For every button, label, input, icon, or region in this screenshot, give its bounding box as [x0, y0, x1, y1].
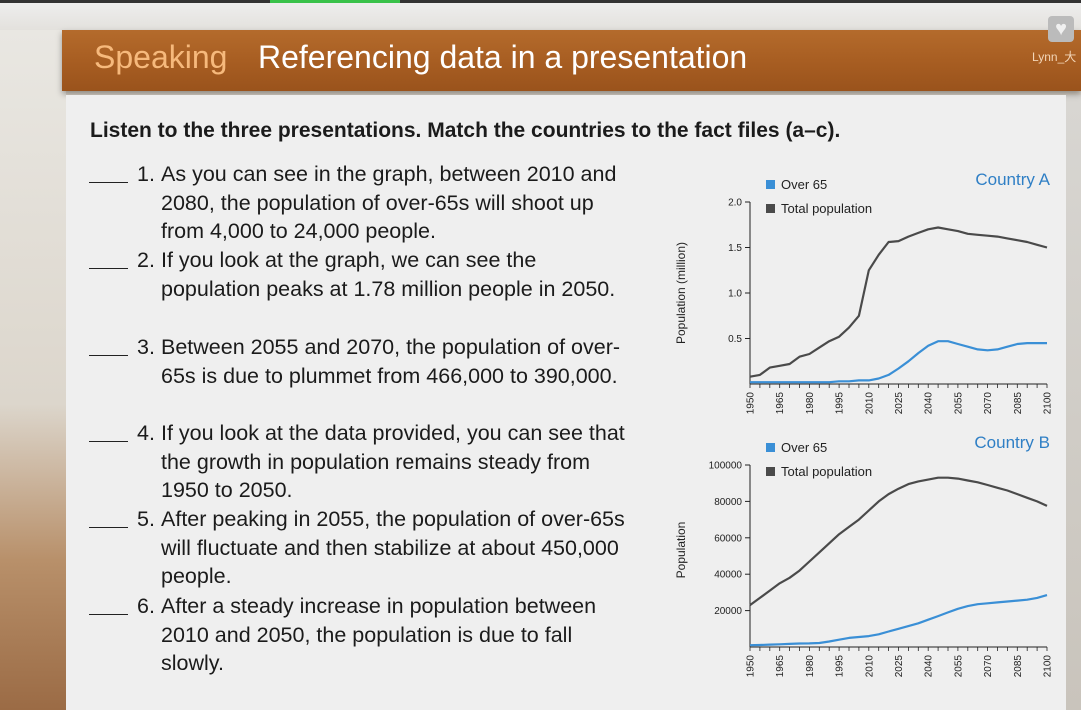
legend-label: Over 65 — [781, 440, 827, 455]
slide-title: Referencing data in a presentation — [258, 39, 748, 75]
x-tick-label: 2070 — [983, 392, 994, 415]
background-room-right — [1066, 95, 1081, 710]
chart-title: Country B — [974, 433, 1050, 452]
x-tick-label: 2055 — [953, 392, 964, 415]
y-tick-label: 40000 — [714, 570, 742, 581]
y-axis-label: Population — [674, 522, 688, 579]
y-tick-label: 1.0 — [728, 289, 742, 300]
y-tick-label: 100000 — [709, 461, 743, 472]
x-tick-label: 1995 — [835, 655, 846, 678]
section-label: Speaking — [94, 39, 228, 75]
statement-text: As you can see in the graph, between 201… — [161, 162, 617, 243]
answer-blank[interactable] — [89, 527, 128, 528]
x-tick-label: 2025 — [894, 655, 905, 678]
y-tick-label: 0.5 — [728, 334, 742, 345]
statement-text: After peaking in 2055, the population of… — [161, 507, 625, 588]
statement-text: Between 2055 and 2070, the population of… — [161, 335, 621, 388]
legend-label: Total population — [781, 464, 872, 479]
y-tick-label: 20000 — [714, 606, 742, 617]
y-tick-label: 60000 — [714, 533, 742, 544]
line-chart: Country B 100000 80000 60000 40000 20000 Popul… — [674, 433, 1054, 677]
x-tick-label: 2100 — [1043, 392, 1054, 415]
statement-number: 6. — [137, 594, 155, 618]
series-line — [749, 594, 1048, 647]
x-tick-label: 1950 — [746, 655, 757, 678]
legend-swatch — [766, 443, 775, 452]
x-tick-label: 2100 — [1043, 655, 1054, 678]
series-line — [749, 226, 1048, 378]
legend-label: Over 65 — [781, 177, 827, 192]
line-chart: Country A 2.0 1.5 1.0 0.5 Population (million… — [674, 170, 1054, 414]
x-tick-label: 1980 — [805, 392, 816, 415]
x-tick-label: 2040 — [924, 392, 935, 415]
x-tick-label: 1965 — [775, 655, 786, 678]
y-tick-label: 2.0 — [728, 198, 742, 209]
title-banner: Speaking Referencing data in a presentat… — [62, 16, 1081, 91]
x-tick-label: 2040 — [924, 655, 935, 678]
statement-text: If you look at the graph, we can see the… — [161, 248, 616, 301]
heart-icon[interactable]: ♥ — [1048, 16, 1074, 42]
window-top-strip — [0, 0, 1081, 30]
x-tick-label: 2055 — [953, 655, 964, 678]
legend-swatch — [766, 180, 775, 189]
legend-label: Total population — [781, 201, 872, 216]
statement-number: 5. — [137, 507, 155, 531]
y-tick-label: 1.5 — [728, 243, 742, 254]
top-progress-track — [0, 0, 1081, 3]
x-tick-label: 2085 — [1013, 655, 1024, 678]
series-line — [749, 476, 1048, 606]
statement-number: 1. — [137, 162, 155, 186]
user-watermark: Lynn_大 — [1032, 50, 1077, 64]
slide-panel: Listen to the three presentations. Match… — [66, 95, 1066, 710]
x-tick-label: 1950 — [746, 392, 757, 415]
statement-number: 3. — [137, 335, 155, 359]
x-tick-label: 2070 — [983, 655, 994, 678]
statement-text: If you look at the data provided, you ca… — [161, 421, 625, 502]
answer-blank[interactable] — [89, 355, 128, 356]
x-tick-label: 2025 — [894, 392, 905, 415]
top-progress-indicator — [270, 0, 400, 3]
background-room-left — [0, 30, 66, 710]
x-tick-label: 1980 — [805, 655, 816, 678]
answer-blank[interactable] — [89, 182, 128, 183]
chart-title: Country A — [975, 170, 1050, 189]
statement-number: 2. — [137, 248, 155, 272]
answer-blank[interactable] — [89, 441, 128, 442]
y-tick-label: 80000 — [714, 497, 742, 508]
statement-text: After a steady increase in population be… — [161, 594, 597, 675]
legend-swatch — [766, 467, 775, 476]
x-tick-label: 1965 — [775, 392, 786, 415]
series-line — [750, 340, 1047, 384]
y-axis-label: Population (million) — [674, 242, 688, 344]
x-tick-label: 2085 — [1013, 392, 1024, 415]
x-tick-label: 1995 — [835, 392, 846, 415]
statement-number: 4. — [137, 421, 155, 445]
answer-blank[interactable] — [89, 614, 128, 615]
x-tick-label: 2010 — [864, 392, 875, 415]
legend-swatch — [766, 204, 775, 213]
x-tick-label: 2010 — [864, 655, 875, 678]
answer-blank[interactable] — [89, 268, 128, 269]
instruction-text: Listen to the three presentations. Match… — [90, 119, 841, 142]
charts-area: Country A 2.0 1.5 1.0 0.5 Population (million… — [674, 170, 1054, 677]
